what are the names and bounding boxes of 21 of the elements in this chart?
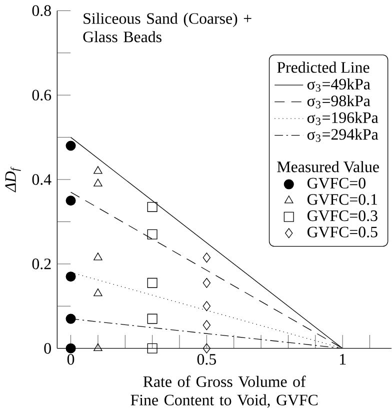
y-tick-label: 0: [44, 342, 52, 354]
legend-label: GVFC=0: [308, 178, 366, 189]
y-tick-label: 0.4: [32, 174, 52, 185]
legend-label: σ$_{3}$=196kPa: [308, 112, 378, 126]
x-tick-label: 1: [340, 354, 346, 364]
x-tick-label: 0.5: [197, 354, 216, 365]
y-axis-title: ΔD$_{f}$: [5, 166, 21, 192]
legend-label: σ$_{3}$=98kPa: [308, 95, 370, 108]
annotation: Measured Value: [277, 161, 380, 172]
legend-label: σ$_{3}$=294kPa: [308, 128, 378, 142]
text: Siliceous Sand (Coarse) + Glass Beads: [83, 12, 252, 42]
legend-label: GVFC=0.5: [308, 226, 378, 238]
legend-label: σ$_{3}$=49kPa: [308, 78, 370, 92]
legend-title: Predicted Line: [277, 62, 370, 73]
y-tick-label: 0.2: [32, 258, 51, 270]
x-axis-title: Rate of Gross Volume of Fine Content to Void, GVFC: [130, 376, 318, 408]
x-tick-label: 0: [67, 354, 74, 365]
y-tick-label: 0.6: [32, 90, 52, 101]
y-tick-label: 0.8: [32, 5, 52, 16]
legend-label: GVFC=0.1: [308, 194, 378, 205]
legend-label: GVFC=0.3: [308, 210, 378, 222]
